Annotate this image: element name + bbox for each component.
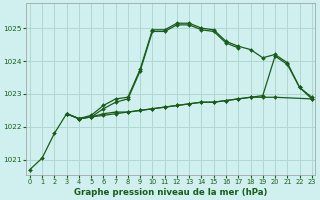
X-axis label: Graphe pression niveau de la mer (hPa): Graphe pression niveau de la mer (hPa) [74,188,268,197]
